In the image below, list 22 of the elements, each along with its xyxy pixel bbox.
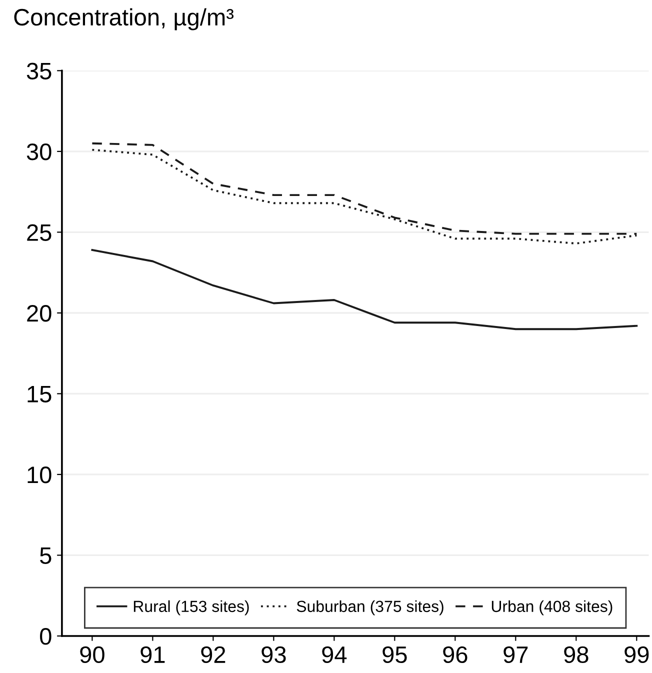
y-axis-title: Concentration, µg/m³: [14, 8, 234, 30]
x-tick-label: 97: [504, 646, 528, 664]
y-tick-label: 0: [40, 628, 52, 645]
x-tick-label: 95: [382, 646, 407, 664]
x-tick-label: 91: [140, 646, 165, 664]
x-tick-label: 92: [201, 646, 226, 664]
x-tick-label: 90: [80, 646, 104, 664]
legend-label: Rural (153 sites): [134, 600, 249, 616]
y-tick-label: 5: [40, 548, 52, 564]
y-tick-label: 25: [27, 224, 52, 241]
x-tick-label: 99: [624, 646, 649, 664]
y-tick-label: 30: [26, 143, 52, 160]
legend-label: Suburban (375 sites): [296, 600, 444, 616]
y-tick-label: 35: [26, 62, 52, 80]
x-tick-label: 96: [443, 646, 468, 664]
x-tick-label: 93: [262, 646, 286, 664]
x-tick-label: 94: [322, 646, 347, 664]
y-tick-label: 10: [28, 466, 52, 484]
y-tick-label: 15: [28, 386, 52, 402]
x-tick-label: 98: [564, 646, 588, 664]
y-tick-label: 20: [27, 305, 52, 322]
legend-label: Urban (408 sites): [492, 600, 612, 616]
